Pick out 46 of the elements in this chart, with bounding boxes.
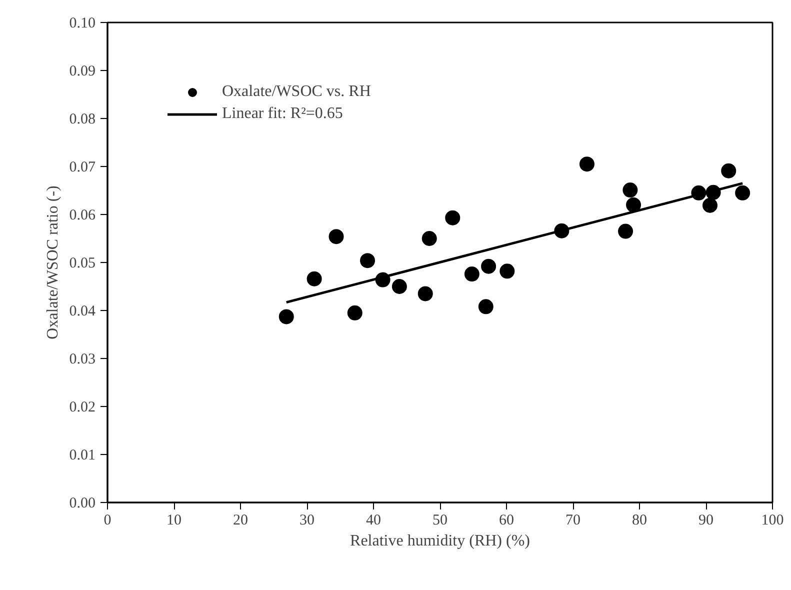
- y-tick-label: 0.04: [69, 304, 96, 320]
- y-tick-label: 0.10: [69, 16, 96, 32]
- point: [360, 253, 376, 268]
- legend-label: Oxalate/WSOC vs. RH: [222, 83, 371, 101]
- point: [702, 198, 718, 213]
- point: [481, 258, 496, 274]
- legend-label: Linear fit: R²=0.65: [222, 105, 343, 123]
- y-tick-label: 0.02: [69, 400, 96, 416]
- point: [500, 264, 515, 279]
- point: [306, 271, 322, 286]
- point: [626, 197, 642, 212]
- point: [347, 305, 362, 320]
- y-tick-label: 0.00: [69, 496, 96, 512]
- x-tick-label: 80: [632, 512, 647, 528]
- x-tick-label: 40: [366, 512, 381, 528]
- point: [735, 185, 750, 200]
- y-tick-label: 0.08: [69, 112, 96, 128]
- x-tick-label: 50: [432, 512, 448, 528]
- x-tick-label: 100: [761, 512, 784, 528]
- x-tick-label: 30: [300, 512, 314, 528]
- x-axis-title: Relative humidity (RH) (%): [350, 532, 530, 550]
- point: [721, 163, 736, 178]
- point: [422, 231, 437, 246]
- point: [418, 286, 433, 302]
- point: [392, 279, 407, 294]
- point: [464, 266, 480, 282]
- y-tick-label: 0.07: [69, 160, 96, 176]
- x-tick-label: 90: [698, 512, 714, 528]
- y-axis-title: Oxalate/WSOC ratio (-): [44, 186, 62, 340]
- y-tick-label: 0.06: [69, 208, 96, 224]
- y-tick-label: 0.09: [69, 64, 96, 80]
- x-tick-label: 20: [233, 512, 248, 528]
- point: [579, 156, 594, 172]
- point: [278, 309, 294, 324]
- y-tick-label: 0.05: [69, 256, 96, 272]
- point: [445, 210, 460, 226]
- point: [478, 299, 494, 314]
- x-tick-label: 70: [566, 512, 580, 528]
- x-tick-label: 60: [499, 512, 514, 528]
- y-tick-label: 0.03: [69, 352, 96, 368]
- point: [618, 224, 634, 239]
- point: [328, 229, 344, 244]
- x-tick-label: 0: [104, 512, 112, 528]
- point: [622, 182, 638, 198]
- x-tick-label: 10: [166, 512, 182, 528]
- y-tick-label: 0.01: [69, 448, 96, 464]
